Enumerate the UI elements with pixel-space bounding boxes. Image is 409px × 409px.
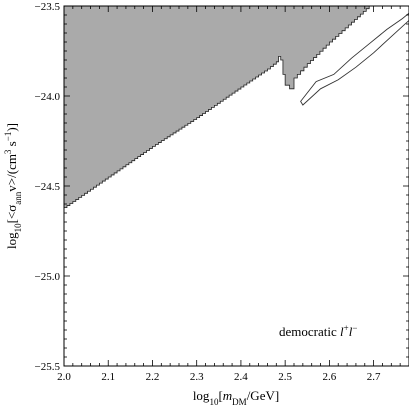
excluded-region	[63, 5, 370, 208]
y-tick-label: −25.0	[35, 271, 61, 283]
x-tick-label: 2.1	[101, 371, 115, 383]
y-tick-label: −23.5	[35, 1, 61, 13]
x-tick-label: 2.4	[234, 371, 248, 383]
contour-line	[300, 12, 409, 106]
y-tick-label: −25.5	[35, 361, 61, 373]
x-tick-label: 2.6	[323, 371, 337, 383]
x-tick-label: 2.7	[367, 371, 381, 383]
x-tick-label: 2.5	[278, 371, 292, 383]
x-tick-label: 2.0	[57, 371, 71, 383]
x-axis-label: log10[mDM/GeV]	[193, 388, 279, 407]
x-tick-label: 2.3	[190, 371, 204, 383]
y-tick-label: −24.0	[35, 91, 61, 103]
plot-area	[63, 5, 409, 208]
axis-ticks: 2.0 2.1 2.2 2.3 2.4 2.5 2.6 2.7 −25.5 −25.0 −24.5 −…	[35, 1, 409, 383]
y-axis-label: log10[<σannv>/(cm3 s−1)]	[3, 123, 23, 249]
y-tick-label: −24.5	[35, 181, 61, 193]
x-tick-label: 2.2	[146, 371, 160, 383]
annotation: democratic l+l−	[279, 323, 357, 339]
